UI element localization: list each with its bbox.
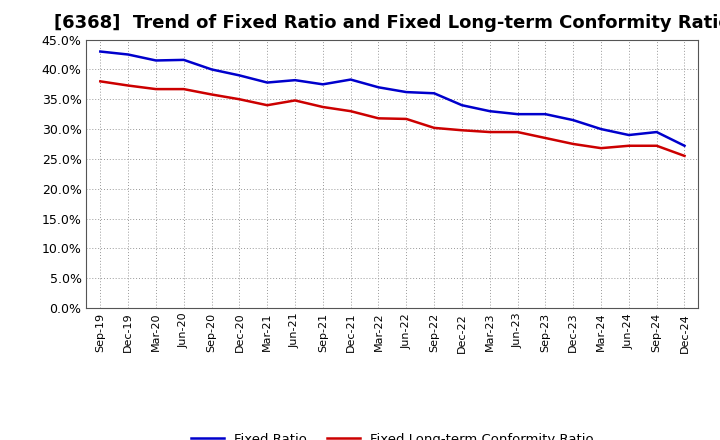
- Fixed Ratio: [207, 67, 216, 72]
- Line: Fixed Long-term Conformity Ratio: Fixed Long-term Conformity Ratio: [100, 81, 685, 156]
- Fixed Ratio: [402, 89, 410, 95]
- Fixed Ratio: [318, 82, 327, 87]
- Fixed Long-term Conformity Ratio: [485, 129, 494, 135]
- Fixed Ratio: [430, 91, 438, 96]
- Fixed Ratio: [124, 52, 132, 57]
- Fixed Ratio: [513, 111, 522, 117]
- Fixed Long-term Conformity Ratio: [513, 129, 522, 135]
- Fixed Ratio: [235, 73, 243, 78]
- Fixed Long-term Conformity Ratio: [152, 87, 161, 92]
- Fixed Long-term Conformity Ratio: [207, 92, 216, 97]
- Fixed Long-term Conformity Ratio: [124, 83, 132, 88]
- Fixed Long-term Conformity Ratio: [96, 79, 104, 84]
- Fixed Ratio: [346, 77, 355, 82]
- Title: [6368]  Trend of Fixed Ratio and Fixed Long-term Conformity Ratio: [6368] Trend of Fixed Ratio and Fixed Lo…: [54, 15, 720, 33]
- Fixed Ratio: [96, 49, 104, 54]
- Fixed Ratio: [291, 77, 300, 83]
- Fixed Long-term Conformity Ratio: [652, 143, 661, 148]
- Fixed Long-term Conformity Ratio: [179, 87, 188, 92]
- Fixed Long-term Conformity Ratio: [374, 116, 383, 121]
- Fixed Long-term Conformity Ratio: [569, 141, 577, 147]
- Fixed Ratio: [458, 103, 467, 108]
- Fixed Ratio: [541, 111, 550, 117]
- Fixed Ratio: [152, 58, 161, 63]
- Fixed Long-term Conformity Ratio: [624, 143, 633, 148]
- Fixed Long-term Conformity Ratio: [458, 128, 467, 133]
- Fixed Long-term Conformity Ratio: [318, 104, 327, 110]
- Line: Fixed Ratio: Fixed Ratio: [100, 51, 685, 146]
- Fixed Ratio: [374, 84, 383, 90]
- Fixed Long-term Conformity Ratio: [263, 103, 271, 108]
- Fixed Ratio: [263, 80, 271, 85]
- Fixed Long-term Conformity Ratio: [541, 136, 550, 141]
- Fixed Ratio: [680, 143, 689, 148]
- Fixed Long-term Conformity Ratio: [597, 146, 606, 151]
- Fixed Long-term Conformity Ratio: [680, 153, 689, 158]
- Fixed Ratio: [597, 126, 606, 132]
- Fixed Ratio: [569, 117, 577, 123]
- Fixed Long-term Conformity Ratio: [402, 116, 410, 121]
- Fixed Ratio: [179, 57, 188, 62]
- Fixed Long-term Conformity Ratio: [235, 97, 243, 102]
- Fixed Ratio: [652, 129, 661, 135]
- Fixed Long-term Conformity Ratio: [291, 98, 300, 103]
- Fixed Long-term Conformity Ratio: [346, 109, 355, 114]
- Fixed Long-term Conformity Ratio: [430, 125, 438, 131]
- Legend: Fixed Ratio, Fixed Long-term Conformity Ratio: Fixed Ratio, Fixed Long-term Conformity …: [186, 427, 599, 440]
- Fixed Ratio: [485, 109, 494, 114]
- Fixed Ratio: [624, 132, 633, 138]
